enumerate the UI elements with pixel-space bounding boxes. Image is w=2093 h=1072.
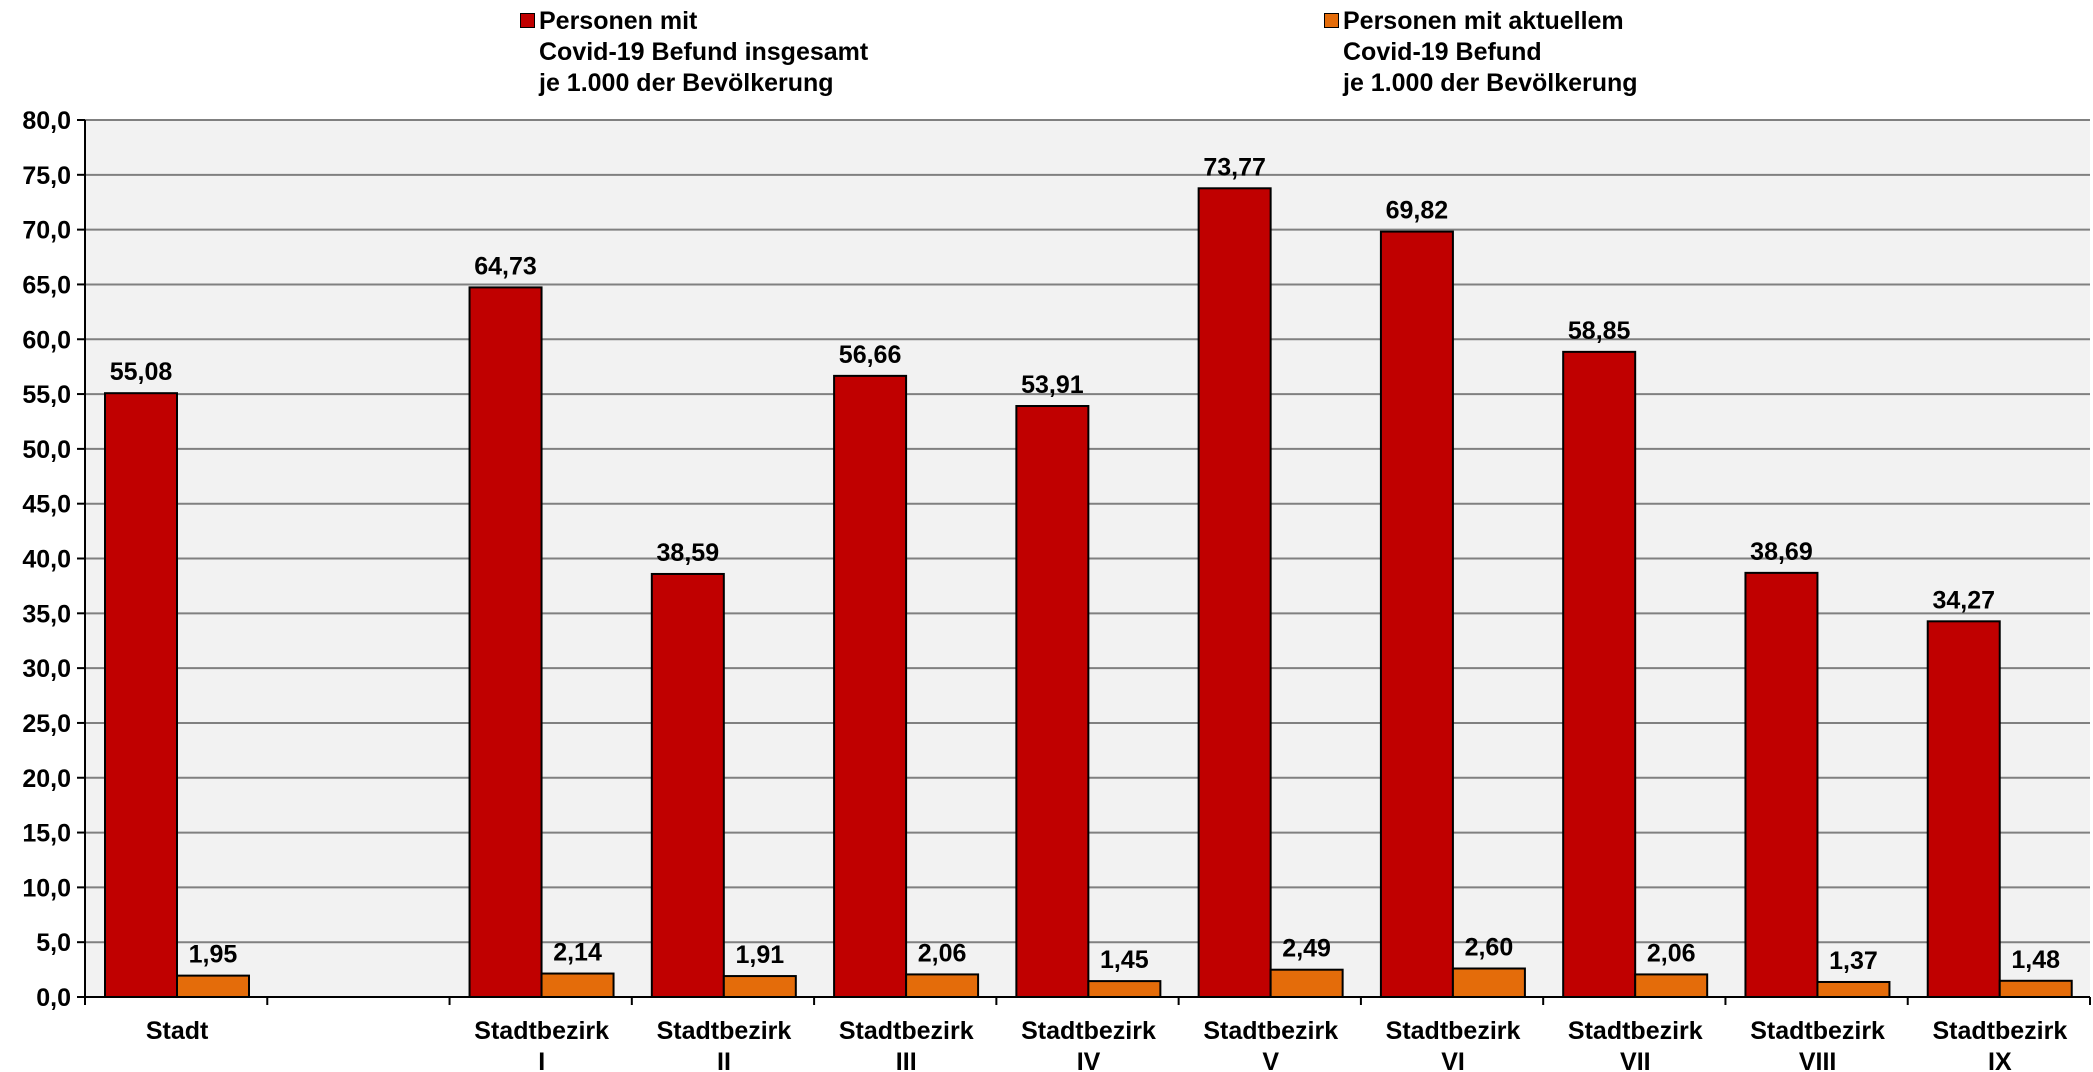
y-tick-label: 25,0 xyxy=(22,710,71,738)
data-label-series-2: 1,37 xyxy=(1829,947,1878,975)
bar-series-2 xyxy=(540,972,615,998)
x-tick-label: Stadtbezirk xyxy=(474,1017,609,1045)
y-tick-label: 60,0 xyxy=(22,326,71,354)
y-tick-label: 20,0 xyxy=(22,765,71,793)
y-tick-label: 15,0 xyxy=(22,820,71,848)
bar-series-1 xyxy=(1744,571,1819,999)
x-tick-label: Stadt xyxy=(146,1017,209,1045)
bar-series-1 xyxy=(833,374,908,998)
legend-label-series-1-line-1: Personen mit xyxy=(539,7,698,35)
y-tick-label: 10,0 xyxy=(22,874,71,902)
data-label-series-2: 2,49 xyxy=(1282,935,1331,963)
data-label-series-2: 1,45 xyxy=(1100,946,1149,974)
x-tick-label: Stadtbezirk xyxy=(1386,1017,1521,1045)
y-tick-label: 0,0 xyxy=(36,984,71,1012)
data-label-series-2: 1,48 xyxy=(2011,946,2060,974)
y-tick-label: 75,0 xyxy=(22,162,71,190)
bar-series-2 xyxy=(1451,967,1526,998)
y-tick-label: 35,0 xyxy=(22,600,71,628)
data-label-series-2: 2,06 xyxy=(918,939,967,967)
x-tick-label: VII xyxy=(1620,1048,1651,1072)
bar-series-2 xyxy=(176,974,250,998)
legend-swatch-series-2 xyxy=(1324,13,1339,28)
y-tick-label: 65,0 xyxy=(22,271,71,299)
y-tick-label: 40,0 xyxy=(22,546,71,574)
data-label-series-2: 1,95 xyxy=(189,941,238,969)
x-tick-label: Stadtbezirk xyxy=(1203,1017,1338,1045)
data-label-series-1: 64,73 xyxy=(474,252,537,280)
x-tick-label: III xyxy=(896,1048,917,1072)
y-axis-tick-labels: 0,0 5,0 10,0 15,0 20,0 25,0 30,0 35,0 40,0 45,0 50… xyxy=(22,107,85,1012)
data-label-series-1: 56,66 xyxy=(839,341,902,369)
x-tick-label: Stadtbezirk xyxy=(1568,1017,1703,1045)
x-tick-label: VI xyxy=(1441,1048,1465,1072)
y-tick-label: 70,0 xyxy=(22,217,71,245)
data-label-series-1: 73,77 xyxy=(1203,153,1266,181)
data-label-series-1: 34,27 xyxy=(1932,586,1995,614)
y-tick-label: 80,0 xyxy=(22,107,71,135)
bar-series-2 xyxy=(1087,980,1162,998)
data-label-series-1: 53,91 xyxy=(1021,371,1084,399)
x-tick-label: II xyxy=(717,1048,731,1072)
x-tick-label: V xyxy=(1262,1048,1279,1072)
x-tick-label: Stadtbezirk xyxy=(839,1017,974,1045)
legend-label-series-2-line-1: Personen mit aktuellem xyxy=(1343,7,1624,35)
data-labels: 55,08 64,73 38,59 56,66 53,91 73,77 69,82 58,85… xyxy=(110,153,2060,975)
x-tick-label: I xyxy=(538,1048,545,1072)
y-tick-label: 55,0 xyxy=(22,381,71,409)
x-tick-label: IX xyxy=(1988,1048,2012,1072)
x-tick-label: Stadtbezirk xyxy=(657,1017,792,1045)
bar-series-1 xyxy=(1926,620,2001,998)
x-tick-label: Stadtbezirk xyxy=(1750,1017,1885,1045)
data-label-series-2: 2,06 xyxy=(1647,939,1696,967)
y-tick-label: 5,0 xyxy=(36,929,71,957)
bar-series-2 xyxy=(1998,979,2073,999)
data-label-series-1: 69,82 xyxy=(1386,197,1449,225)
legend-label-series-2-line-2: Covid-19 Befund xyxy=(1343,38,1542,66)
legend-swatch-series-1 xyxy=(520,13,535,28)
legend-entry-series-1: Personen mit Covid-19 Befund insgesamt j… xyxy=(520,6,868,99)
bar-series-1 xyxy=(1197,187,1272,998)
bar-series-1 xyxy=(1562,350,1637,998)
bar-series-2 xyxy=(722,975,797,999)
data-label-series-2: 2,14 xyxy=(553,939,602,967)
bar-series-1 xyxy=(468,286,543,998)
legend-label-series-2-line-3: je 1.000 der Bevölkerung xyxy=(1343,69,1638,97)
data-label-series-1: 38,59 xyxy=(657,539,720,567)
bar-series-1 xyxy=(1379,230,1454,998)
x-tick-label: IV xyxy=(1077,1048,1101,1072)
data-label-series-1: 55,08 xyxy=(110,358,173,386)
legend-label-series-1-line-3: je 1.000 der Bevölkerung xyxy=(539,69,834,97)
bar-series-2 xyxy=(1634,973,1709,998)
bars xyxy=(104,187,2073,999)
x-tick-label: Stadtbezirk xyxy=(1932,1017,2067,1045)
bar-series-2 xyxy=(1269,968,1344,998)
bar-series-2 xyxy=(905,973,980,998)
y-tick-label: 50,0 xyxy=(22,436,71,464)
y-tick-label: 45,0 xyxy=(22,491,71,519)
bar-series-1 xyxy=(1015,405,1090,999)
y-tick-label: 30,0 xyxy=(22,655,71,683)
data-label-series-1: 38,69 xyxy=(1750,538,1813,566)
axes xyxy=(84,120,2091,1005)
data-label-series-2: 2,60 xyxy=(1465,933,1514,961)
data-label-series-1: 58,85 xyxy=(1568,317,1631,345)
bar-series-2 xyxy=(1816,980,1891,999)
x-tick-label: VIII xyxy=(1799,1048,1837,1072)
bar-series-1 xyxy=(104,392,178,998)
legend-entry-series-2: Personen mit aktuellem Covid-19 Befund j… xyxy=(1324,6,1638,99)
x-tick-label: Stadtbezirk xyxy=(1021,1017,1156,1045)
bar-series-1 xyxy=(650,572,725,999)
legend-label-series-1-line-2: Covid-19 Befund insgesamt xyxy=(539,38,869,66)
x-axis-tick-labels: Stadt Stadtbezirk I Stadtbezirk II Stadtbezir… xyxy=(146,1017,2067,1072)
data-label-series-2: 1,91 xyxy=(735,941,784,969)
